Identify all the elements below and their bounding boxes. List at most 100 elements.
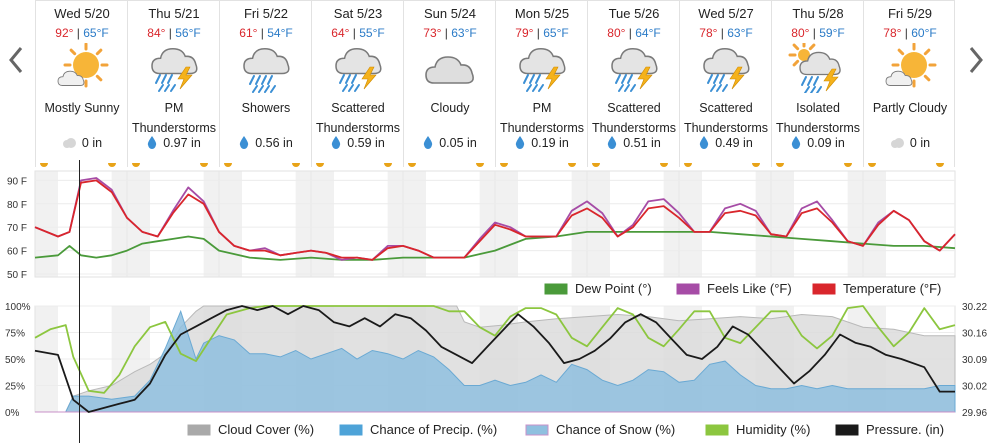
thunderstorm-icon — [696, 43, 756, 93]
low-temp: 65°F — [543, 26, 569, 40]
sunset-marker-icon — [752, 156, 760, 167]
pressure-axis-tick: 29.96 — [962, 408, 987, 419]
day-card[interactable]: Sat 5/23 64° | 55°F Scattered Thunderstorms… — [311, 1, 403, 167]
day-name: Thu 5/28 — [792, 6, 844, 21]
low-temp: 63°F — [727, 26, 753, 40]
partly-cloudy-icon — [880, 42, 940, 93]
sunset-marker-icon — [844, 156, 852, 167]
forecast-strip: Wed 5/20 92° | 65°F Mostly Sunny 0 in Thu 5/… — [35, 0, 955, 167]
day-condition: Scattered Thunderstorms — [588, 98, 680, 138]
condition-line: Thunderstorms — [499, 121, 585, 135]
precip-value: 0.97 in — [163, 136, 201, 150]
precip-value: 0.59 in — [347, 136, 385, 150]
sun-thunderstorm-icon — [788, 39, 848, 94]
day-precip-amount: 0.09 in — [772, 136, 864, 152]
day-card[interactable]: Thu 5/21 84° | 56°F PM Thunderstorms 0.97 in — [127, 1, 219, 167]
condition-line: Thunderstorms — [683, 121, 769, 135]
precip-value: 0.51 in — [623, 136, 661, 150]
temp-axis-tick: 90 F — [7, 176, 27, 187]
precip-chance-area — [35, 309, 956, 413]
day-card[interactable]: Sun 5/24 73° | 63°F Cloudy 0.05 in — [403, 1, 495, 167]
low-temp: 56°F — [175, 26, 201, 40]
legend-swatch — [525, 424, 549, 436]
low-temp: 65°F — [83, 26, 109, 40]
day-card[interactable]: Thu 5/28 80° | 59°F Isolated Thunderstorms 0… — [771, 1, 863, 167]
day-precip-amount: 0.49 in — [680, 136, 772, 152]
day-card[interactable]: Fri 5/29 78° | 60°F Partly Cloudy 0 in — [863, 1, 955, 167]
hover-cursor-line — [79, 160, 80, 443]
day-precip-amount: 0.97 in — [128, 136, 220, 152]
precip-value: 0.09 in — [807, 136, 845, 150]
thunderstorm-icon — [328, 43, 388, 93]
day-precip-amount: 0.59 in — [312, 136, 404, 152]
day-card[interactable]: Wed 5/27 78° | 63°F Scattered Thunderstorms… — [679, 1, 771, 167]
high-temp: 78° — [699, 26, 718, 40]
raindrop-icon — [239, 136, 249, 152]
cloud-icon — [62, 137, 76, 152]
night-shade — [35, 171, 58, 277]
sunset-marker-icon — [568, 156, 576, 167]
sunrise-marker-icon — [316, 156, 324, 167]
legend-label: Chance of Precip. (%) — [370, 422, 497, 437]
day-condition: Partly Cloudy — [864, 98, 956, 118]
sunset-marker-icon — [384, 156, 392, 167]
thunderstorm-icon — [512, 43, 572, 93]
temp-axis-tick: 60 F — [7, 247, 27, 258]
previous-days-arrow-icon[interactable] — [4, 40, 28, 80]
day-temps: 92° | 65°F — [55, 26, 109, 40]
sunset-marker-icon — [200, 156, 208, 167]
temp-axis-tick: 50 F — [7, 270, 27, 281]
next-days-arrow-icon[interactable] — [964, 40, 988, 80]
day-card[interactable]: Tue 5/26 80° | 64°F Scattered Thunderstorms… — [587, 1, 679, 167]
sunset-marker-icon — [292, 156, 300, 167]
day-condition: PM Thunderstorms — [128, 98, 220, 138]
legend-swatch — [676, 283, 700, 295]
legend-swatch — [187, 424, 211, 436]
day-condition: Scattered Thunderstorms — [680, 98, 772, 138]
raindrop-icon — [515, 136, 525, 152]
precip-value: 0.49 in — [715, 136, 753, 150]
low-temp: 59°F — [819, 26, 845, 40]
day-condition: Cloudy — [404, 98, 496, 118]
low-temp: 63°F — [451, 26, 477, 40]
low-temp: 55°F — [359, 26, 385, 40]
condition-line: PM — [164, 101, 184, 115]
percent-axis-tick: 0% — [5, 408, 20, 419]
night-shade — [571, 171, 610, 277]
day-temps: 73° | 63°F — [423, 26, 477, 40]
raindrop-icon — [791, 136, 801, 152]
day-name: Mon 5/25 — [514, 6, 570, 21]
day-precip-amount: 0.56 in — [220, 136, 312, 152]
condition-line: Scattered — [699, 101, 753, 115]
raindrop-icon — [607, 136, 617, 152]
condition-line: Cloudy — [430, 101, 470, 115]
day-condition: PM Thunderstorms — [496, 98, 588, 138]
high-temp: 80° — [791, 26, 810, 40]
day-temps: 79° | 65°F — [515, 26, 569, 40]
sunrise-marker-icon — [500, 156, 508, 167]
legend-label: Dew Point (°) — [575, 281, 652, 296]
feels-like-f-series-line — [34, 177, 956, 261]
low-temp: 54°F — [267, 26, 293, 40]
day-card[interactable]: Fri 5/22 61° | 54°F Showers 0.56 in — [219, 1, 311, 167]
day-temps: 61° | 54°F — [239, 26, 293, 40]
high-temp: 92° — [55, 26, 74, 40]
day-card[interactable]: Mon 5/25 79° | 65°F PM Thunderstorms 0.19 in — [495, 1, 587, 167]
day-precip-amount: 0 in — [864, 136, 956, 152]
day-temps: 80° | 59°F — [791, 26, 845, 40]
night-shade — [111, 171, 150, 277]
day-temps: 78° | 60°F — [883, 26, 937, 40]
precipitation-chart: 100% 30.22 75% 30.16 50% 30.09 25% 30.02 0% 29.96… — [5, 302, 987, 437]
condition-line: PM — [532, 101, 552, 115]
day-temps: 84° | 56°F — [147, 26, 201, 40]
legend-label: Feels Like (°F) — [707, 281, 792, 296]
condition-line: Thunderstorms — [315, 121, 401, 135]
condition-line: Mostly Sunny — [44, 101, 120, 115]
sunrise-marker-icon — [132, 156, 140, 167]
night-shade — [203, 171, 242, 277]
day-card[interactable]: Wed 5/20 92° | 65°F Mostly Sunny 0 in — [35, 1, 127, 167]
condition-line: Scattered — [331, 101, 385, 115]
sunrise-marker-icon — [684, 156, 692, 167]
condition-line: Showers — [241, 101, 291, 115]
pressure-axis-tick: 30.02 — [962, 382, 987, 393]
